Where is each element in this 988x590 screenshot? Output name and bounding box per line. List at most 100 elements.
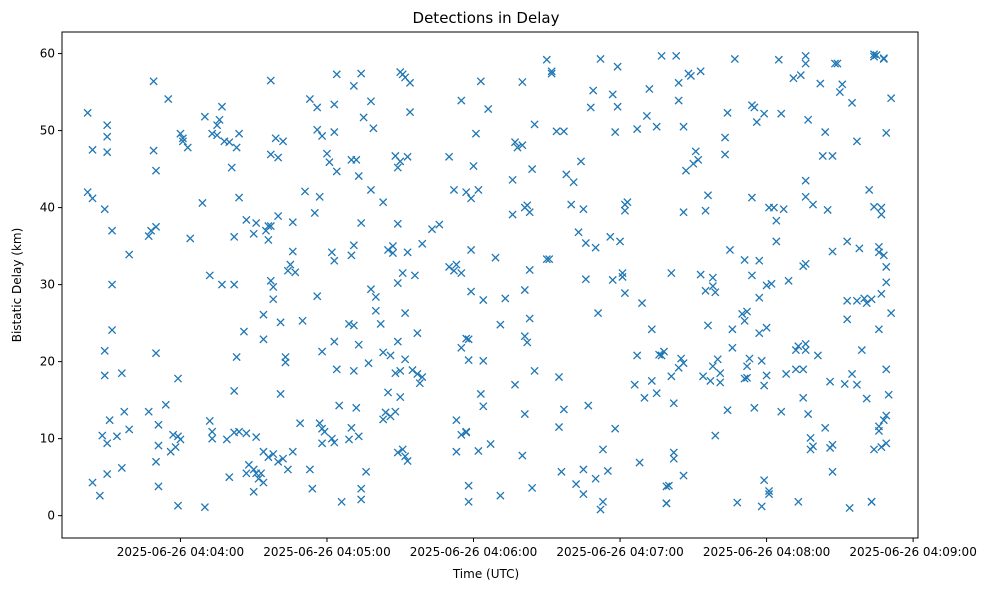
data-point: [100, 205, 109, 214]
data-point: [256, 469, 266, 478]
data-point: [559, 405, 568, 414]
data-point: [276, 389, 285, 399]
data-point: [393, 337, 402, 346]
data-point: [464, 335, 473, 344]
data-point: [322, 149, 332, 158]
data-point: [679, 471, 688, 480]
data-point: [823, 205, 832, 214]
data-point: [840, 379, 849, 389]
data-point: [269, 282, 278, 291]
data-point: [264, 222, 273, 231]
data-point: [589, 86, 598, 95]
data-point: [266, 276, 275, 285]
data-point: [403, 152, 412, 161]
data-point: [371, 306, 380, 315]
data-point: [742, 307, 752, 316]
data-point: [562, 170, 571, 179]
data-point: [801, 192, 810, 201]
data-point: [728, 343, 737, 352]
data-point: [808, 442, 818, 451]
data-point: [354, 340, 363, 349]
data-point: [186, 234, 195, 243]
data-point: [154, 482, 163, 491]
data-point: [225, 473, 234, 482]
y-tick-label: 50: [40, 124, 55, 138]
data-point: [874, 325, 883, 334]
data-point: [95, 491, 104, 500]
data-point: [865, 185, 874, 194]
data-point: [755, 329, 764, 338]
data-point: [740, 374, 749, 383]
data-point: [266, 222, 275, 231]
data-point: [848, 369, 857, 379]
data-point: [462, 188, 471, 197]
data-point: [791, 365, 800, 374]
data-point: [762, 323, 771, 332]
data-point: [659, 347, 669, 356]
data-point: [366, 97, 376, 106]
data-point: [376, 319, 385, 328]
data-point: [217, 102, 227, 111]
data-point: [479, 356, 488, 365]
data-point: [352, 403, 361, 412]
data-point: [686, 71, 695, 80]
data-point: [867, 497, 876, 506]
data-point: [755, 256, 764, 265]
data-point: [381, 408, 390, 417]
data-point: [259, 447, 268, 456]
data-point: [598, 445, 608, 454]
data-point: [804, 409, 813, 419]
data-point: [801, 259, 810, 268]
data-point: [874, 422, 883, 431]
data-point: [198, 198, 207, 208]
data-point: [730, 54, 739, 64]
data-point: [418, 372, 427, 382]
data-point: [843, 237, 852, 246]
x-tick-label: 2025-06-26 04:09:00: [849, 545, 976, 559]
data-point: [471, 129, 481, 138]
data-point: [769, 203, 778, 212]
data-point: [547, 69, 556, 78]
data-point: [274, 457, 283, 466]
data-point: [740, 316, 749, 325]
data-point: [464, 481, 473, 490]
data-point: [327, 434, 336, 443]
data-point: [88, 145, 97, 154]
data-point: [852, 137, 862, 146]
data-point: [879, 251, 888, 260]
data-point: [479, 295, 488, 305]
data-point: [596, 505, 605, 514]
data-point: [694, 155, 703, 164]
data-point: [467, 245, 476, 255]
data-point: [716, 378, 725, 387]
data-point: [396, 392, 405, 402]
data-point: [755, 293, 764, 302]
data-point: [467, 194, 476, 203]
x-axis: 2025-06-26 04:04:00 2025-06-26 04:05:00 20…: [117, 538, 977, 559]
data-point: [296, 419, 305, 428]
data-point: [393, 448, 402, 457]
data-point: [496, 320, 505, 329]
data-point: [525, 314, 534, 323]
data-point: [332, 365, 341, 374]
data-point: [572, 480, 581, 489]
y-tick-label: 30: [40, 278, 55, 292]
data-point: [486, 439, 495, 449]
data-point: [869, 50, 879, 59]
data-point: [679, 122, 688, 131]
data-point: [103, 121, 112, 130]
data-point: [510, 138, 520, 147]
data-point: [586, 103, 595, 112]
data-point: [305, 94, 314, 104]
data-point: [677, 354, 686, 363]
data-point: [427, 225, 437, 234]
data-point: [357, 218, 366, 228]
data-point: [711, 431, 720, 440]
data-point: [750, 103, 759, 112]
data-point: [725, 245, 735, 255]
data-point: [266, 76, 275, 85]
data-point: [230, 280, 239, 289]
data-point: [349, 366, 358, 375]
data-point: [821, 128, 830, 137]
data-point: [183, 143, 192, 152]
